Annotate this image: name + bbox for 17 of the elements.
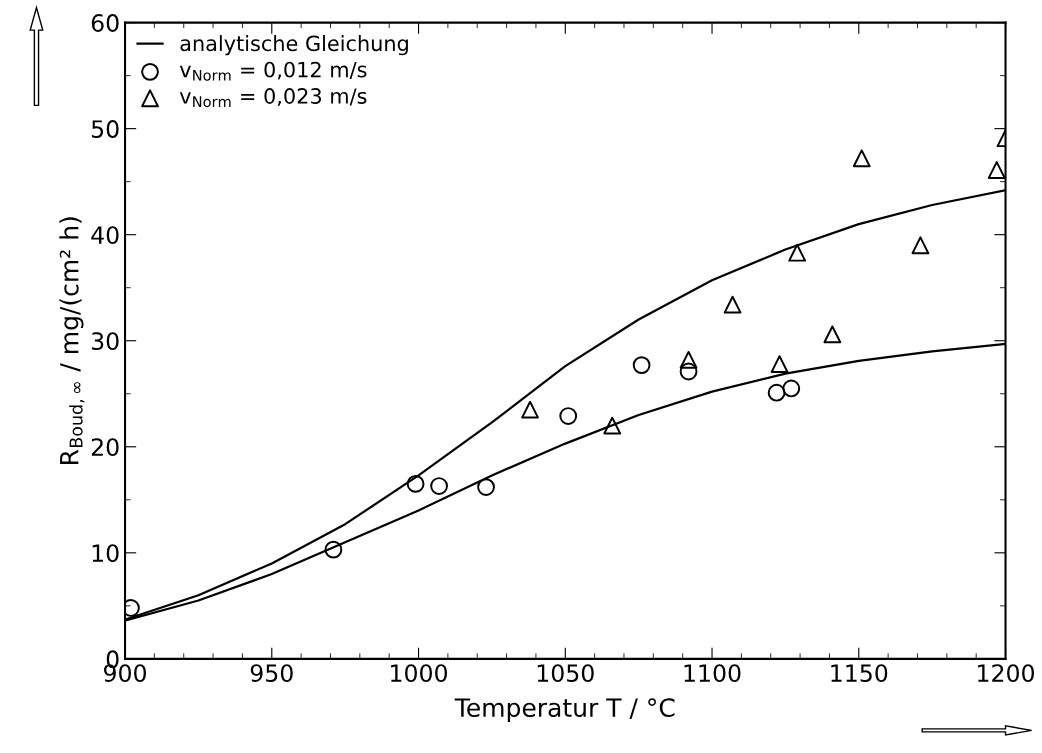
- y-tick-label: 10: [92, 544, 119, 563]
- y-tick-label: 60: [91, 14, 119, 32]
- x-tick-label: 950: [250, 664, 293, 683]
- legend-label: v$_{Norm}$ = 0,012 m/s: [179, 61, 367, 81]
- legend-label: analytische Gleichung: [180, 35, 408, 56]
- legend-label: v$_{Norm}$ = 0,023 m/s: [179, 88, 367, 108]
- x-tick-label: 1100: [684, 664, 741, 683]
- x-tick-label: 1050: [537, 664, 594, 683]
- y-tick-label: 20: [91, 438, 119, 457]
- y-tick-label: 30: [91, 332, 119, 351]
- y-tick-label: 40: [91, 226, 119, 244]
- x-tick-label: 1150: [831, 664, 888, 683]
- y-axis-title: R$_{Boud,∞}$ / mg/(cm² h): [59, 217, 85, 464]
- y-tick-label: 50: [91, 120, 119, 138]
- x-tick-label: 1200: [978, 664, 1035, 683]
- x-axis-title: Temperatur T / °C: [454, 698, 675, 722]
- x-tick-label: 1000: [391, 664, 448, 683]
